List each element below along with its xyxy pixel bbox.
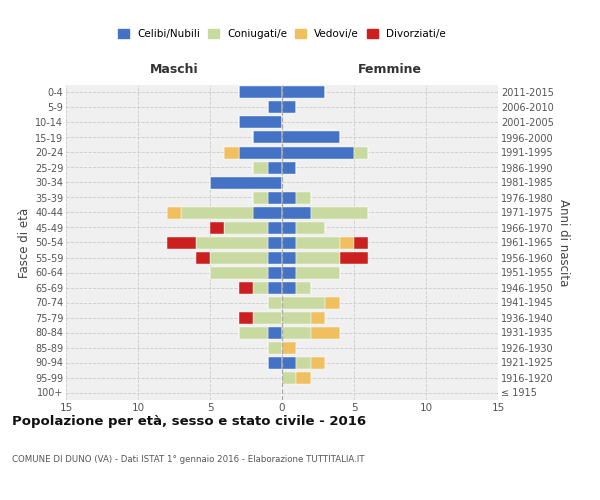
Bar (311, 206, 368, 218)
Bar (268, 342, 282, 353)
Bar (311, 312, 325, 324)
Bar (282, 146, 354, 158)
Bar (340, 252, 368, 264)
Bar (282, 326, 311, 338)
Bar (253, 192, 268, 203)
Bar (296, 282, 311, 294)
Bar (239, 282, 253, 294)
Bar (282, 86, 325, 99)
Bar (282, 266, 296, 278)
Bar (210, 176, 282, 188)
Bar (268, 266, 282, 278)
Bar (239, 312, 253, 324)
Bar (282, 296, 325, 308)
Bar (239, 86, 282, 99)
Bar (167, 206, 181, 218)
Bar (296, 222, 325, 234)
Bar (296, 236, 340, 248)
Bar (224, 146, 239, 158)
Bar (239, 146, 282, 158)
Bar (282, 252, 296, 264)
Bar (296, 192, 311, 203)
Y-axis label: Fasce di età: Fasce di età (17, 208, 31, 278)
Y-axis label: Anni di nascita: Anni di nascita (557, 199, 571, 286)
Text: Femmine: Femmine (358, 62, 422, 76)
Text: COMUNE DI DUNO (VA) - Dati ISTAT 1° gennaio 2016 - Elaborazione TUTTITALIA.IT: COMUNE DI DUNO (VA) - Dati ISTAT 1° genn… (12, 455, 365, 464)
Bar (196, 236, 268, 248)
Bar (282, 356, 296, 368)
Bar (210, 222, 224, 234)
Bar (282, 342, 296, 353)
Bar (340, 236, 354, 248)
Bar (282, 236, 296, 248)
Bar (282, 206, 311, 218)
Bar (268, 102, 282, 114)
Bar (282, 162, 296, 173)
Text: Maschi: Maschi (149, 62, 199, 76)
Bar (311, 326, 340, 338)
Bar (311, 356, 325, 368)
Text: Popolazione per età, sesso e stato civile - 2016: Popolazione per età, sesso e stato civil… (12, 415, 366, 428)
Bar (253, 162, 268, 173)
Bar (268, 296, 282, 308)
Bar (210, 266, 268, 278)
Bar (282, 372, 296, 384)
Bar (296, 266, 340, 278)
Bar (296, 356, 311, 368)
Bar (253, 312, 282, 324)
Bar (282, 312, 311, 324)
Bar (210, 252, 268, 264)
Bar (268, 282, 282, 294)
Bar (282, 222, 296, 234)
Bar (224, 222, 268, 234)
Bar (253, 206, 282, 218)
Bar (268, 356, 282, 368)
Bar (167, 236, 196, 248)
Bar (268, 252, 282, 264)
Bar (268, 236, 282, 248)
Bar (296, 372, 311, 384)
Bar (354, 236, 368, 248)
Bar (325, 296, 340, 308)
Bar (253, 132, 282, 143)
Bar (268, 222, 282, 234)
Bar (282, 282, 296, 294)
Bar (239, 326, 268, 338)
Bar (181, 206, 253, 218)
Bar (282, 192, 296, 203)
Bar (282, 132, 340, 143)
Bar (268, 162, 282, 173)
Bar (196, 252, 210, 264)
Legend: Celibi/Nubili, Coniugati/e, Vedovi/e, Divorziati/e: Celibi/Nubili, Coniugati/e, Vedovi/e, Di… (116, 27, 448, 42)
Bar (253, 282, 268, 294)
Bar (268, 192, 282, 203)
Bar (239, 116, 282, 128)
Bar (268, 326, 282, 338)
Bar (354, 146, 368, 158)
Bar (296, 252, 340, 264)
Bar (282, 102, 296, 114)
